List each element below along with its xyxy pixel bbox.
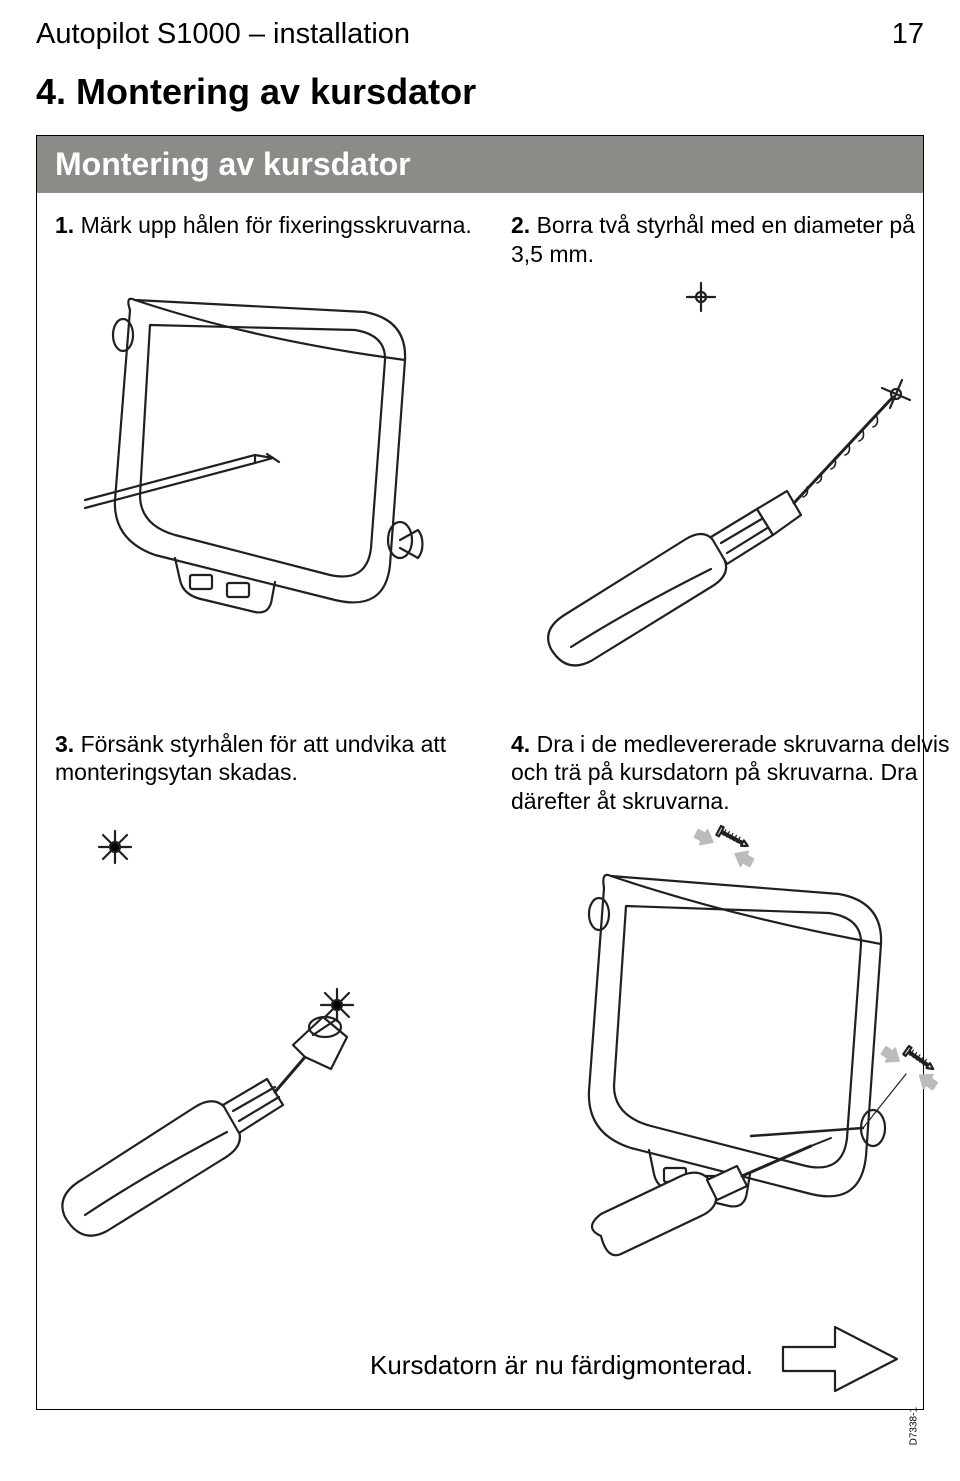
step-4-num: 4. <box>511 731 530 757</box>
step-2-num: 2. <box>511 212 530 238</box>
content-box-header-text: Montering av kursdator <box>55 146 411 182</box>
step-3-body: Försänk styrhålen för att undvika att mo… <box>55 731 446 786</box>
step-3-text: 3. Försänk styrhålen för att undvika att… <box>55 730 475 788</box>
step-1-num: 1. <box>55 212 74 238</box>
step-3-illustration <box>55 787 475 1358</box>
drill-pilot-holes-icon <box>511 269 931 689</box>
step-1-body: Märk upp hålen för fixeringsskruvarna. <box>81 212 472 238</box>
footer-text: Kursdatorn är nu färdigmonterad. <box>370 1350 753 1381</box>
step-1-text: 1. Märk upp hålen för fixeringsskruvarna… <box>55 211 475 240</box>
step-2-illustration <box>511 269 951 752</box>
next-arrow-icon <box>775 1319 905 1399</box>
step-1: 1. Märk upp hålen för fixeringsskruvarna… <box>37 193 493 712</box>
step-3: 3. Försänk styrhålen för att undvika att… <box>37 712 493 1319</box>
page-number: 17 <box>892 18 924 51</box>
step-2-body: Borra två styrhål med en diameter på 3,5… <box>511 212 915 267</box>
step-4-text: 4. Dra i de medlevererade skruvarna delv… <box>511 730 951 816</box>
page-header: Autopilot S1000 – installation 17 <box>0 0 960 59</box>
step-4-illustration <box>511 816 951 1387</box>
page-header-title: Autopilot S1000 – installation <box>36 18 410 51</box>
step-2-text: 2. Borra två styrhål med en diameter på … <box>511 211 951 269</box>
step-4: 4. Dra i de medlevererade skruvarna delv… <box>493 712 960 1319</box>
step-4-body: Dra i de medlevererade skruvarna delvis … <box>511 731 950 815</box>
content-box: Montering av kursdator 1. Märk upp hålen… <box>36 135 924 1410</box>
content-box-header: Montering av kursdator <box>37 136 923 193</box>
footer-row: Kursdatorn är nu färdigmonterad. D7338-1 <box>37 1319 923 1409</box>
step-3-num: 3. <box>55 731 74 757</box>
section-title: 4. Montering av kursdator <box>0 59 960 135</box>
step-1-illustration <box>55 240 475 723</box>
mount-screws-icon <box>511 816 951 1296</box>
image-reference: D7338-1 <box>908 1407 919 1445</box>
device-marking-icon <box>55 240 475 660</box>
steps-grid: 1. Märk upp hålen för fixeringsskruvarna… <box>37 193 923 1319</box>
countersink-icon <box>55 787 475 1267</box>
step-2: 2. Borra två styrhål med en diameter på … <box>493 193 960 712</box>
